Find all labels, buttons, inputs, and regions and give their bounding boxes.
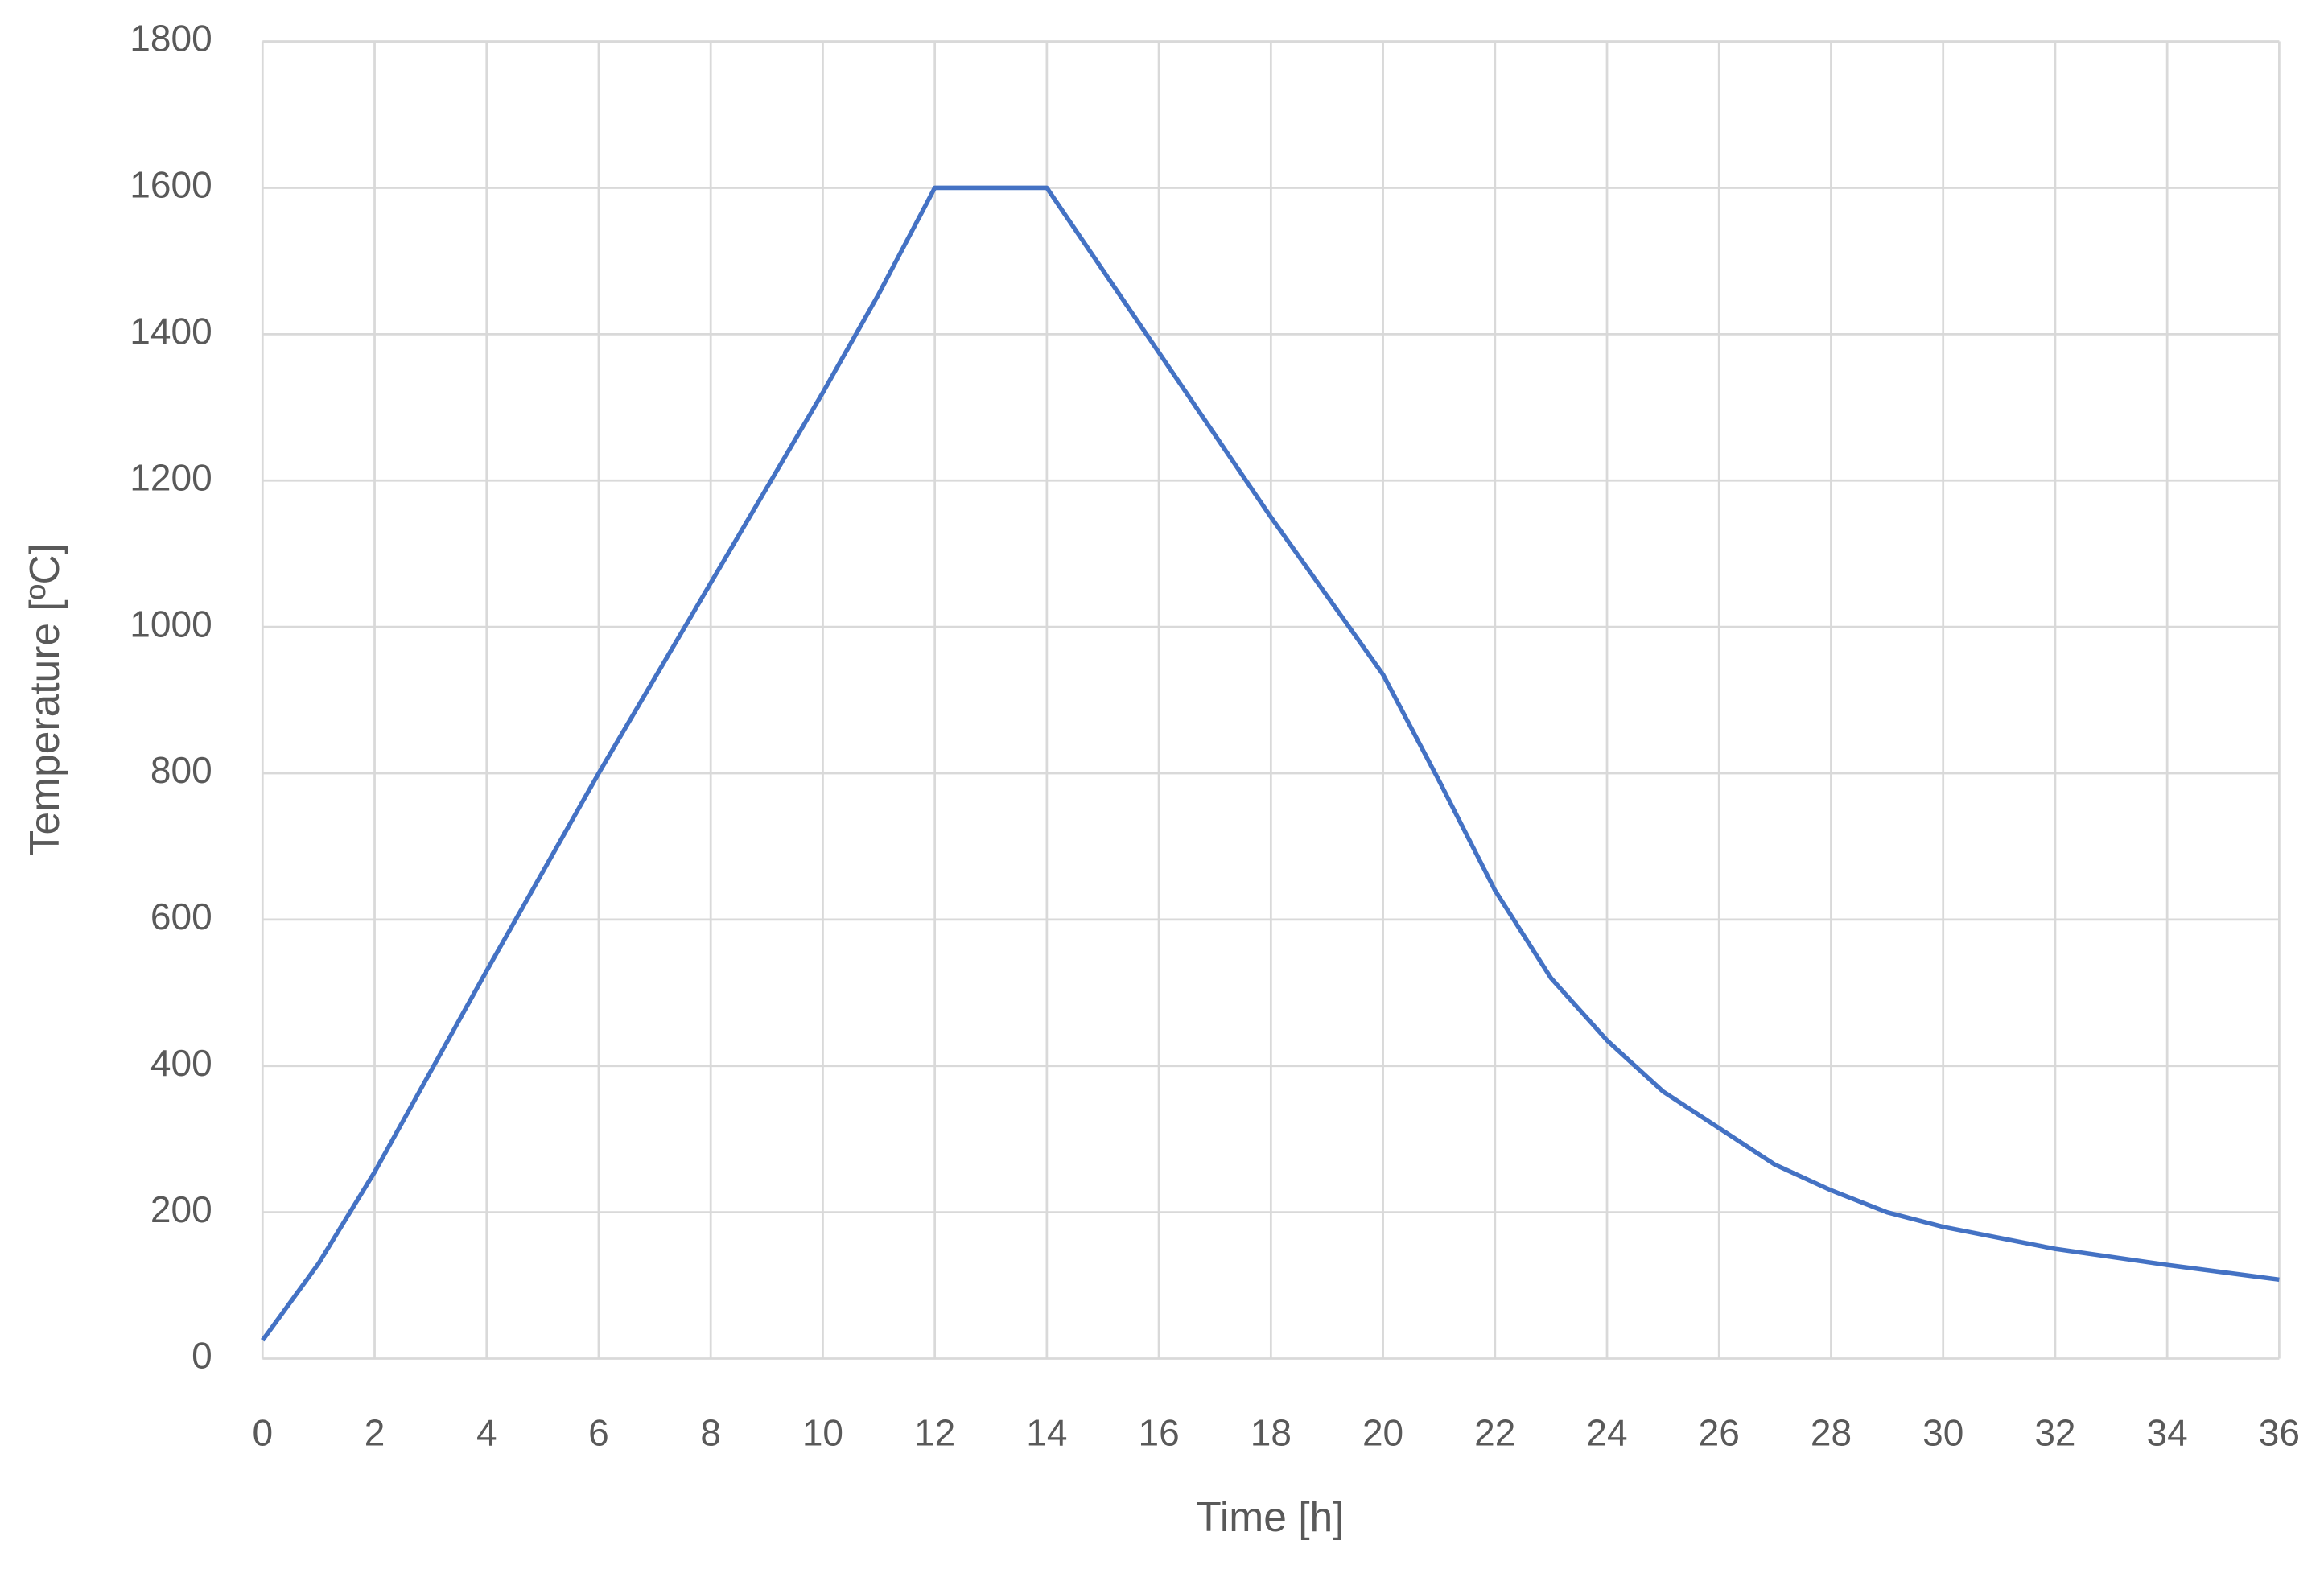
x-tick-label: 18 xyxy=(1251,1411,1292,1453)
y-tick-label: 1000 xyxy=(130,603,212,644)
x-tick-label: 32 xyxy=(2034,1411,2075,1453)
x-tick-label: 26 xyxy=(1699,1411,1740,1453)
y-tick-label: 1400 xyxy=(130,310,212,352)
x-axis-title: Time [h] xyxy=(1196,1493,1344,1540)
y-tick-label: 200 xyxy=(150,1188,212,1230)
x-tick-label: 8 xyxy=(700,1411,721,1453)
x-tick-label: 22 xyxy=(1474,1411,1515,1453)
x-tick-label: 28 xyxy=(1811,1411,1852,1453)
y-tick-label: 600 xyxy=(150,896,212,937)
y-tick-label: 0 xyxy=(192,1335,212,1377)
x-tick-label: 0 xyxy=(252,1411,273,1453)
x-tick-label: 16 xyxy=(1139,1411,1180,1453)
x-tick-label: 30 xyxy=(1922,1411,1963,1453)
x-tick-label: 12 xyxy=(914,1411,955,1453)
x-tick-label: 24 xyxy=(1586,1411,1627,1453)
y-tick-label: 1200 xyxy=(130,456,212,498)
x-tick-label: 14 xyxy=(1026,1411,1067,1453)
data-line xyxy=(261,185,2280,1342)
y-tick-label: 1600 xyxy=(130,164,212,206)
x-tick-label: 36 xyxy=(2259,1411,2300,1453)
y-tick-label: 1800 xyxy=(130,18,212,60)
y-axis-title: Temperature [ºC] xyxy=(21,543,68,855)
x-tick-label: 6 xyxy=(588,1411,609,1453)
y-tick-label: 800 xyxy=(150,749,212,791)
y-tick-label: 400 xyxy=(150,1042,212,1084)
x-tick-label: 10 xyxy=(802,1411,843,1453)
x-tick-label: 4 xyxy=(476,1411,497,1453)
x-tick-label: 20 xyxy=(1362,1411,1403,1453)
x-tick-label: 2 xyxy=(365,1411,385,1453)
x-tick-label: 34 xyxy=(2147,1411,2188,1453)
